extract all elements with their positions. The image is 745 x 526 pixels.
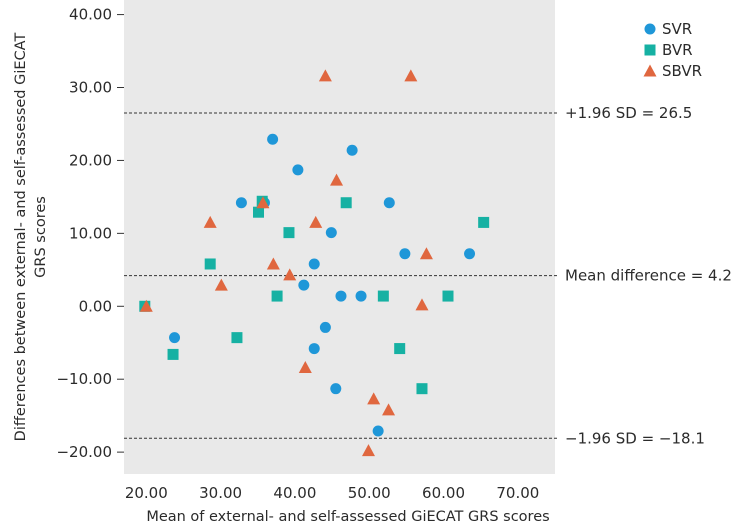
plot-area <box>124 0 555 474</box>
y-axis-ticks: −20.00 −10.00 0.00 10.00 20.00 30.00 40.00 <box>56 6 124 461</box>
reference-label-1: Mean difference = 4.2 <box>565 267 732 285</box>
legend-label-svr: SVR <box>662 20 692 38</box>
reference-label-0: +1.96 SD = 26.5 <box>565 104 692 122</box>
x-tick-label: 30.00 <box>199 484 242 502</box>
svr-point <box>235 197 247 209</box>
svr-point <box>298 279 310 291</box>
svr-point <box>346 144 358 156</box>
sbvr-point <box>298 361 312 374</box>
bvr-point <box>253 206 265 218</box>
svr-point <box>335 290 347 302</box>
x-axis-title: Mean of external- and self-assessed GiEC… <box>146 509 549 525</box>
sbvr-point <box>330 173 344 186</box>
svr-point <box>372 425 384 437</box>
bvr-point <box>271 290 283 302</box>
y-tick-label: 30.00 <box>69 79 112 97</box>
y-tick-label: 10.00 <box>69 224 112 242</box>
y-tick-label: −10.00 <box>56 370 112 388</box>
x-tick-label: 50.00 <box>348 484 391 502</box>
x-tick-label: 20.00 <box>125 484 168 502</box>
bvr-point <box>377 290 389 302</box>
sbvr-point <box>283 268 297 281</box>
sbvr-point <box>367 392 381 405</box>
legend-marker-bvr <box>644 44 656 56</box>
legend-marker-svr <box>644 23 656 35</box>
sbvr-point <box>203 215 217 228</box>
bvr-point <box>231 332 243 344</box>
y-tick-label: 40.00 <box>69 6 112 24</box>
bvr-point <box>167 348 179 360</box>
sbvr-point <box>214 278 228 291</box>
sbvr-point <box>318 69 332 82</box>
sbvr-point <box>309 215 323 228</box>
legend: SVR BVR SBVR <box>643 20 702 80</box>
svr-point <box>169 332 181 344</box>
svr-point <box>464 248 476 260</box>
reference-label-2: −1.96 SD = −18.1 <box>565 429 705 447</box>
reference-label-backdrop-1 <box>558 265 745 286</box>
x-axis-ticks: 20.00 30.00 40.00 50.00 60.00 70.00 <box>125 484 540 502</box>
bvr-point <box>340 197 352 209</box>
svr-point <box>308 343 320 355</box>
x-tick-label: 60.00 <box>422 484 465 502</box>
sbvr-point <box>419 247 433 260</box>
y-tick-label: 20.00 <box>69 151 112 169</box>
sbvr-point <box>415 298 429 311</box>
bvr-point <box>478 216 490 228</box>
x-tick-label: 70.00 <box>496 484 539 502</box>
bvr-point <box>204 258 216 270</box>
x-tick-label: 40.00 <box>273 484 316 502</box>
svr-point <box>330 383 342 395</box>
svr-point <box>325 227 337 239</box>
legend-label-sbvr: SBVR <box>662 62 702 80</box>
legend-marker-sbvr <box>643 64 657 77</box>
svr-point <box>383 197 395 209</box>
svr-point <box>267 133 279 145</box>
svr-point <box>292 164 304 176</box>
bvr-point <box>394 343 406 355</box>
sbvr-point <box>382 403 396 416</box>
svr-point <box>355 290 367 302</box>
svr-point <box>308 258 320 270</box>
sbvr-point <box>139 299 153 312</box>
sbvr-point <box>361 444 375 457</box>
reference-label-backdrop-2 <box>558 428 745 449</box>
sbvr-point <box>404 69 418 82</box>
y-axis-title-line-1: Differences between external- and self-a… <box>13 33 29 442</box>
bvr-point <box>283 227 295 239</box>
reference-label-backdrop-0 <box>558 103 745 124</box>
reference-lines: +1.96 SD = 26.5 Mean difference = 4.2 −1.9… <box>124 103 745 449</box>
sbvr-point <box>266 257 280 270</box>
y-axis-title-line-2: GRS scores <box>33 196 49 278</box>
legend-label-bvr: BVR <box>662 41 693 59</box>
y-tick-label: −20.00 <box>56 443 112 461</box>
svr-point <box>319 321 331 333</box>
data-points <box>139 69 490 457</box>
bvr-point <box>416 383 428 395</box>
sbvr-point <box>256 196 270 209</box>
bvr-point <box>442 290 454 302</box>
svr-point <box>399 248 411 260</box>
y-tick-label: 0.00 <box>79 297 112 315</box>
